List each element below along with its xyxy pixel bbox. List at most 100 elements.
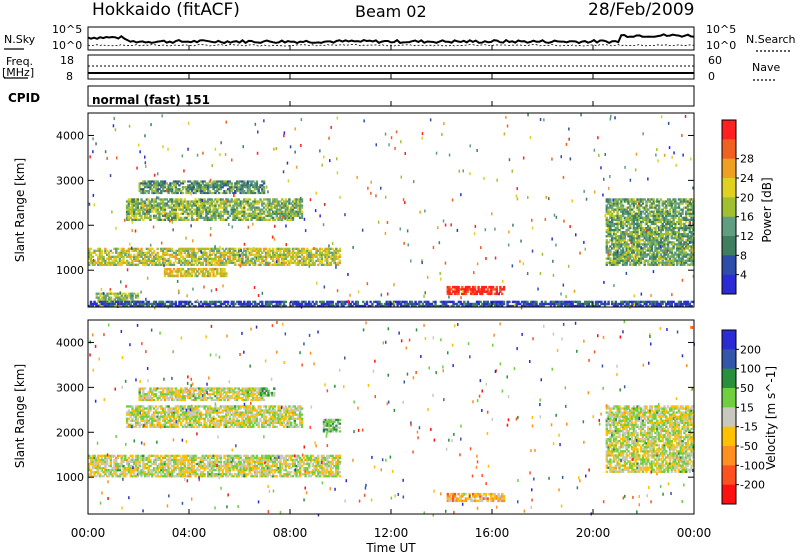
data-cell: [336, 263, 340, 266]
data-cell: [127, 198, 131, 201]
data-cell: [331, 300, 334, 304]
data-cell: [450, 292, 453, 296]
data-cell: [261, 210, 264, 213]
data-cell: [221, 261, 224, 264]
data-cell: [641, 218, 645, 221]
scatter-cell: [551, 237, 553, 241]
data-cell: [102, 460, 105, 464]
data-cell: [391, 302, 394, 306]
data-cell: [160, 300, 163, 304]
data-cell: [201, 210, 204, 213]
data-cell: [275, 202, 278, 205]
data-cell: [621, 302, 625, 306]
data-cell: [113, 261, 116, 264]
data-cell: [629, 257, 632, 260]
data-cell: [210, 259, 213, 262]
data-cell: [676, 253, 679, 256]
data-cell: [244, 257, 248, 260]
data-cell: [174, 216, 177, 219]
data-cell: [228, 253, 232, 256]
data-cell: [190, 204, 194, 207]
data-cell: [129, 261, 132, 264]
data-cell: [243, 302, 246, 306]
data-cell: [261, 190, 264, 193]
data-cell: [281, 218, 284, 221]
data-cell: [122, 249, 125, 252]
data-cell: [517, 300, 520, 304]
data-cell: [634, 300, 637, 304]
data-cell: [167, 261, 170, 264]
data-cell: [120, 259, 123, 262]
scatter-cell: [114, 128, 117, 132]
colorbar-swatch: [722, 120, 736, 140]
data-cell: [475, 302, 479, 306]
data-cell: [492, 302, 495, 306]
data-cell: [178, 259, 181, 262]
data-cell: [656, 210, 659, 213]
data-cell: [308, 263, 311, 266]
data-cell: [100, 253, 103, 256]
data-cell: [524, 300, 527, 304]
data-cell: [185, 204, 188, 207]
data-cell: [178, 206, 181, 209]
data-cell: [134, 255, 138, 258]
scatter-cell: [511, 169, 513, 173]
data-cell: [138, 202, 141, 205]
freq-panel: Freq. [MHz] 18 8 60 0 Nave: [2, 54, 780, 83]
data-cell: [190, 263, 194, 266]
data-cell: [171, 272, 174, 275]
data-cell: [333, 261, 336, 264]
data-cell: [455, 302, 459, 306]
data-cell: [122, 302, 125, 306]
data-cell: [196, 190, 199, 193]
data-cell: [685, 241, 688, 244]
data-cell: [666, 218, 670, 221]
data-cell: [181, 212, 185, 215]
data-cell: [115, 469, 118, 472]
data-cell: [293, 259, 296, 262]
data-cell: [199, 255, 203, 258]
data-cell: [268, 300, 271, 304]
data-cell: [432, 300, 435, 304]
data-cell: [143, 302, 147, 306]
data-cell: [654, 263, 657, 266]
data-cell: [661, 210, 664, 213]
data-cell: [136, 218, 140, 221]
data-cell: [259, 216, 262, 219]
data-cell: [198, 206, 201, 209]
data-cell: [241, 202, 244, 205]
data-cell: [237, 263, 241, 266]
data-cell: [520, 304, 524, 308]
data-cell: [167, 257, 170, 260]
data-cell: [443, 304, 446, 308]
data-cell: [255, 182, 259, 185]
data-cell: [109, 298, 113, 301]
data-cell: [115, 292, 118, 295]
scatter-cell: [321, 163, 323, 167]
data-cell: [643, 247, 646, 250]
data-cell: [630, 202, 634, 205]
data-cell: [647, 239, 650, 242]
data-cell: [203, 180, 206, 183]
data-cell: [169, 302, 172, 306]
data-cell: [207, 257, 210, 260]
data-cell: [152, 206, 156, 209]
data-cell: [223, 180, 226, 183]
data-cell: [208, 208, 212, 211]
data-cell: [253, 300, 257, 304]
data-cell: [647, 304, 650, 308]
data-cell: [201, 302, 204, 306]
data-cell: [272, 300, 275, 304]
data-cell: [244, 198, 248, 201]
scatter-cell: [424, 291, 426, 295]
data-cell: [668, 226, 672, 230]
data-cell: [672, 212, 675, 215]
data-cell: [645, 233, 648, 236]
data-cell: [216, 247, 219, 250]
data-cell: [632, 249, 636, 252]
data-cell: [127, 261, 131, 264]
data-cell: [97, 263, 100, 266]
data-cell: [627, 249, 630, 252]
data-cell: [228, 186, 232, 189]
data-cell: [286, 212, 289, 215]
